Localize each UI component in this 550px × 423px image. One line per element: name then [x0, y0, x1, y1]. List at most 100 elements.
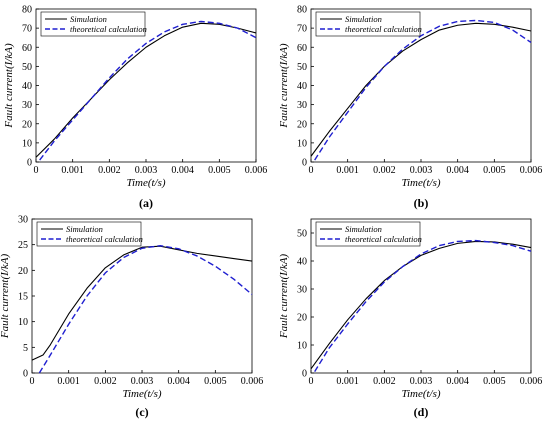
x-tick-label: 0.006 [241, 376, 264, 387]
y-tick-label: 50 [297, 229, 307, 240]
x-tick-label: 0.001 [61, 165, 84, 176]
legend-entry: theoretical calculation [345, 24, 422, 34]
y-tick-label: 0 [302, 158, 307, 169]
x-tick-label: 0.006 [520, 165, 543, 176]
y-tick-label: 30 [297, 285, 307, 296]
y-axis-label: Fault current(I/kA) [3, 43, 15, 129]
x-tick-label: 0.004 [167, 376, 190, 387]
x-tick-label: 0.003 [131, 376, 154, 387]
legend-entry: Simulation [66, 224, 103, 234]
y-tick-label: 50 [297, 62, 307, 73]
chart-panel-3: 0 0.001 0.002 0.003 0.004 0.005 0.006 0 5 10 15 20 2… [0, 215, 263, 420]
y-tick-label: 10 [18, 317, 28, 328]
legend-entry: Simulation [345, 14, 382, 24]
x-tick-label: 0.003 [410, 165, 433, 176]
x-tick-label: 0.002 [98, 165, 121, 176]
y-tick-label: 70 [22, 24, 32, 35]
series-line-simulation [310, 240, 532, 370]
y-tick-label: 80 [22, 5, 32, 16]
x-tick-label: 0.002 [373, 165, 396, 176]
panel-label: (c) [135, 405, 148, 419]
y-tick-label: 40 [297, 257, 307, 268]
x-tick-label: 0.001 [336, 376, 359, 387]
panel-label: (b) [414, 196, 429, 210]
y-tick-label: 10 [22, 138, 32, 149]
series-line-theoretical [314, 239, 532, 372]
series-line-simulation [31, 245, 253, 361]
legend-entry: theoretical calculation [345, 234, 422, 244]
x-axis-label: Time(t/s) [401, 177, 440, 189]
x-axis-label: Time(t/s) [401, 388, 440, 400]
legend-entry: theoretical calculation [70, 24, 147, 34]
y-tick-label: 20 [18, 266, 28, 277]
y-tick-label: 25 [18, 240, 28, 251]
x-tick-label: 0 [30, 376, 35, 387]
y-tick-label: 70 [297, 24, 307, 35]
y-tick-label: 20 [297, 313, 307, 324]
panel-label: (d) [414, 405, 429, 419]
x-tick-label: 0.004 [446, 376, 469, 387]
y-tick-label: 0 [27, 158, 32, 169]
x-tick-label: 0 [34, 165, 39, 176]
x-tick-label: 0.002 [94, 376, 117, 387]
y-tick-label: 30 [297, 100, 307, 111]
y-tick-label: 10 [297, 138, 307, 149]
y-axis-label: Fault current(I/kA) [278, 43, 290, 129]
x-tick-label: 0 [309, 376, 314, 387]
legend-entry: theoretical calculation [66, 234, 143, 244]
panel-label: (a) [139, 196, 153, 210]
y-tick-label: 20 [297, 119, 307, 130]
x-tick-label: 0 [309, 165, 314, 176]
series-line-simulation [310, 22, 532, 157]
series-line-theoretical [39, 20, 257, 161]
y-tick-label: 40 [297, 81, 307, 92]
chart-panel-2: 0 0.001 0.002 0.003 0.004 0.005 0.006 0 10 20 30 40… [278, 5, 542, 211]
y-tick-label: 40 [22, 81, 32, 92]
y-axis-label: Fault current(I/kA) [0, 254, 11, 340]
x-tick-label: 0.005 [208, 165, 231, 176]
x-tick-label: 0.004 [171, 165, 194, 176]
chart-panel-1: 0 0.001 0.002 0.003 0.004 0.005 0.006 0 10 20 30 40… [3, 5, 267, 211]
y-tick-label: 60 [22, 43, 32, 54]
legend-entry: Simulation [70, 14, 107, 24]
legend-box [40, 11, 146, 37]
y-tick-label: 20 [22, 119, 32, 130]
y-tick-label: 0 [23, 369, 28, 380]
y-tick-label: 5 [23, 343, 28, 354]
x-tick-label: 0.003 [410, 376, 433, 387]
x-tick-label: 0.005 [483, 165, 506, 176]
x-tick-label: 0.006 [245, 165, 268, 176]
y-axis-label: Fault current(I/kA) [278, 254, 290, 340]
y-tick-label: 30 [18, 215, 28, 226]
series-line-simulation [35, 22, 257, 158]
legend-entry: Simulation [345, 224, 382, 234]
x-axis-label: Time(t/s) [126, 177, 165, 189]
chart-panel-4: 0 0.001 0.002 0.003 0.004 0.005 0.006 0 10 20 30 40… [278, 218, 543, 419]
y-tick-label: 10 [297, 341, 307, 352]
x-tick-label: 0.005 [204, 376, 227, 387]
y-tick-label: 80 [297, 5, 307, 16]
y-tick-label: 15 [18, 292, 28, 303]
x-tick-label: 0.005 [483, 376, 506, 387]
y-tick-label: 60 [297, 43, 307, 54]
legend-box [315, 11, 421, 37]
x-tick-label: 0.006 [520, 376, 543, 387]
x-axis-label: Time(t/s) [122, 388, 161, 400]
series-line-theoretical [314, 19, 532, 161]
y-tick-label: 50 [22, 62, 32, 73]
x-tick-label: 0.003 [135, 165, 158, 176]
x-tick-label: 0.004 [446, 165, 469, 176]
series-line-theoretical [38, 244, 253, 374]
legend-box [315, 221, 421, 247]
y-tick-label: 30 [22, 100, 32, 111]
y-tick-label: 0 [302, 369, 307, 380]
x-tick-label: 0.002 [373, 376, 396, 387]
x-tick-label: 0.001 [57, 376, 80, 387]
legend-box [36, 221, 142, 247]
x-tick-label: 0.001 [336, 165, 359, 176]
